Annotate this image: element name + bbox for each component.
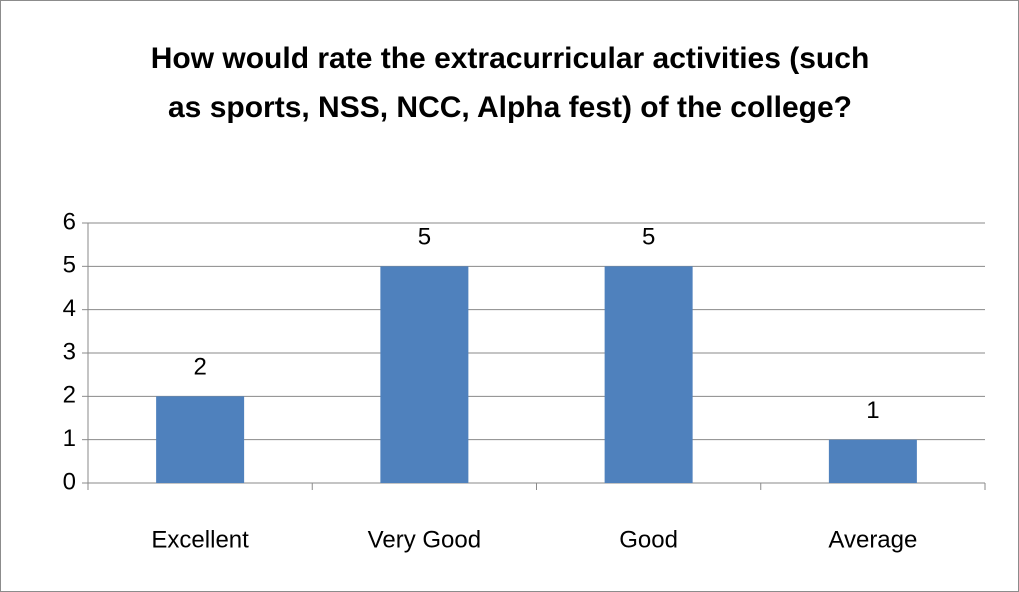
bar: [828, 439, 917, 483]
x-tick-label: Very Good: [368, 526, 481, 553]
data-label: 2: [193, 354, 206, 381]
bar: [156, 396, 245, 483]
x-tick-label: Good: [619, 526, 678, 553]
y-tick-label: 4: [63, 295, 76, 322]
data-label: 5: [418, 224, 431, 251]
y-tick-label: 3: [63, 338, 76, 365]
y-tick-label: 5: [63, 252, 76, 279]
y-tick-label: 0: [63, 468, 76, 495]
bar: [380, 266, 469, 483]
data-label: 1: [866, 397, 879, 424]
x-tick-label: Excellent: [151, 526, 249, 553]
x-tick-label: Average: [828, 526, 917, 553]
chart-title: How would rate the extracurricular activ…: [150, 42, 870, 124]
y-tick-label: 1: [63, 425, 76, 452]
y-tick-label: 6: [63, 208, 76, 235]
y-tick-label: 2: [63, 382, 76, 409]
data-label: 5: [642, 224, 655, 251]
bar: [604, 266, 693, 483]
